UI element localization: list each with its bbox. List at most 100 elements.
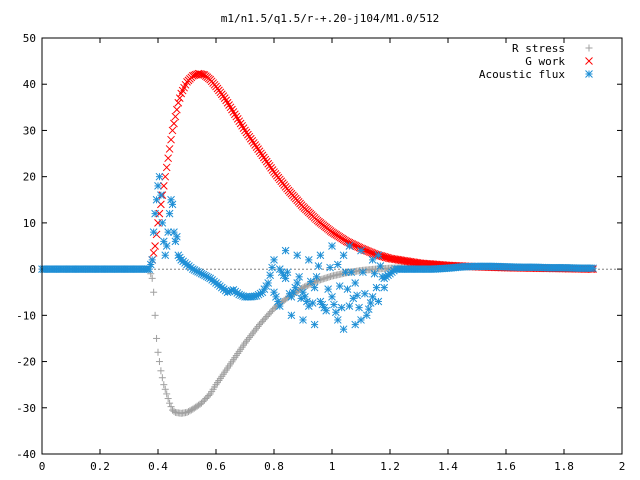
- x-tick-label: 0: [39, 460, 46, 473]
- data-point: [380, 252, 389, 261]
- y-tick-label: 50: [23, 32, 36, 45]
- data-point: [229, 108, 238, 116]
- data-point: [266, 309, 274, 317]
- data-point: [357, 316, 365, 324]
- data-point: [161, 172, 170, 181]
- data-point: [161, 385, 169, 393]
- y-tick-label: 20: [23, 171, 36, 184]
- data-point: [233, 115, 242, 123]
- data-point: [174, 98, 183, 107]
- data-point: [306, 277, 315, 286]
- data-point: [258, 317, 266, 325]
- data-point: [232, 112, 241, 121]
- data-point: [368, 292, 377, 301]
- data-point: [186, 407, 194, 415]
- data-point: [146, 260, 155, 269]
- y-tick-label: 30: [23, 124, 36, 137]
- axis-ticks: 0 0.2 0.4 0.6 0.8 1 1.2 1.4 1.6 1.8 2 -40 -30 -20 -10 0…: [16, 32, 625, 473]
- data-point: [151, 242, 159, 250]
- data-point: [196, 70, 204, 78]
- data-point: [256, 321, 263, 329]
- legend-label: Acoustic flux: [479, 68, 565, 81]
- data-point: [337, 303, 346, 312]
- data-point: [151, 209, 159, 218]
- data-point: [374, 297, 383, 306]
- data-point: [167, 195, 175, 204]
- data-point: [171, 237, 180, 246]
- data-point: [235, 117, 244, 126]
- data-point: [155, 172, 164, 181]
- data-point: [281, 274, 290, 283]
- data-point: [373, 250, 381, 259]
- data-point: [349, 294, 358, 303]
- data-point: [170, 119, 178, 128]
- data-point: [230, 110, 239, 119]
- data-point: [159, 237, 168, 246]
- data-point: [371, 250, 380, 259]
- data-point: [314, 262, 323, 270]
- data-point: [238, 121, 246, 130]
- data-point: [166, 399, 174, 407]
- data-point: [380, 283, 389, 292]
- data-point: [257, 319, 265, 327]
- data-point: [223, 98, 232, 107]
- data-point: [333, 260, 342, 269]
- y-tick-label: 10: [23, 217, 36, 230]
- data-point: [198, 399, 205, 407]
- data-point: [163, 390, 171, 398]
- data-point: [589, 264, 597, 273]
- series-g-work: [148, 69, 597, 273]
- data-point: [162, 242, 171, 250]
- data-point: [266, 271, 274, 280]
- y-tick-label: 40: [23, 78, 36, 91]
- data-point: [145, 265, 154, 273]
- data-point: [345, 242, 354, 250]
- data-point: [170, 407, 178, 415]
- data-point: [160, 381, 168, 389]
- data-point: [155, 358, 163, 366]
- plot-frame: [41, 37, 623, 455]
- data-point: [368, 256, 377, 264]
- x-tick-label: 1.2: [380, 460, 400, 473]
- data-point: [261, 314, 269, 322]
- y-tick-label: 0: [29, 263, 36, 276]
- data-point: [376, 262, 385, 270]
- data-point: [172, 232, 181, 241]
- data-point: [153, 334, 161, 342]
- data-point: [222, 96, 231, 105]
- data-point: [147, 270, 155, 278]
- data-point: [366, 299, 375, 307]
- data-point: [370, 269, 379, 278]
- data-point: [164, 228, 173, 236]
- data-point: [381, 253, 390, 262]
- data-point: [328, 242, 336, 250]
- data-point: [364, 305, 373, 314]
- x-tick-label: 0.8: [264, 460, 284, 473]
- data-point: [362, 311, 371, 320]
- data-point: [299, 316, 307, 324]
- x-tick-label: 0.2: [90, 460, 110, 473]
- data-point: [270, 256, 278, 264]
- data-point: [150, 288, 158, 296]
- data-point: [339, 251, 348, 260]
- data-point: [194, 69, 203, 78]
- data-point: [326, 263, 334, 272]
- data-point: [372, 283, 381, 292]
- data-point: [322, 306, 331, 315]
- data-point: [167, 135, 175, 144]
- data-point: [225, 101, 233, 109]
- data-point: [359, 268, 367, 277]
- data-point: [148, 274, 156, 282]
- data-point: [345, 302, 354, 310]
- x-tick-label: 1: [329, 460, 336, 473]
- data-point: [332, 308, 340, 317]
- data-point: [236, 119, 245, 128]
- data-point: [165, 145, 174, 153]
- data-point: [351, 279, 360, 287]
- data-point: [154, 348, 162, 356]
- data-point: [302, 282, 310, 290]
- legend-marker: [585, 57, 593, 65]
- data-point: [184, 408, 192, 416]
